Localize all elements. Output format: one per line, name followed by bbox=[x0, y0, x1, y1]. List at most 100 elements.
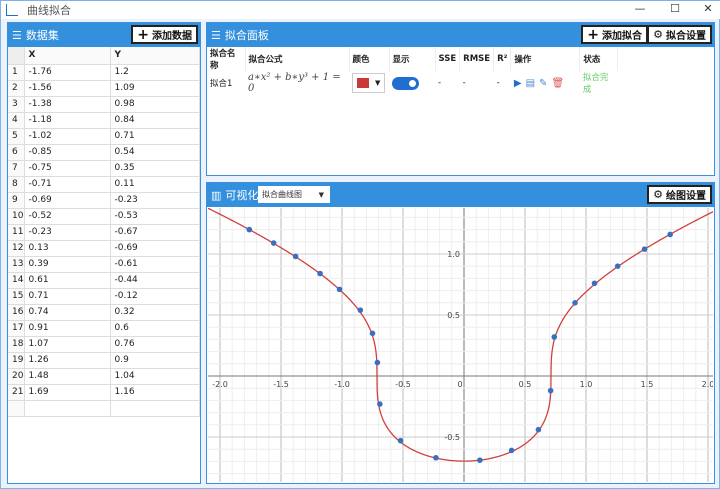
col-x[interactable]: X bbox=[24, 47, 111, 65]
table-row[interactable]: 14 0.61 -0.44 bbox=[8, 272, 200, 289]
cell-y[interactable]: 0.98 bbox=[110, 96, 200, 113]
visible-toggle[interactable] bbox=[392, 76, 419, 90]
cell-y[interactable]: -0.12 bbox=[110, 288, 200, 305]
cell-x[interactable]: 1.07 bbox=[24, 336, 111, 353]
viz-header: ▥ 可视化 拟合曲线图 ▼ ⚙ 绘图设置 bbox=[207, 183, 714, 207]
table-row[interactable]: 10 -0.52 -0.53 bbox=[8, 208, 200, 225]
fit-formula[interactable]: a∗x² + b∗y³ + 1 = 0 bbox=[248, 72, 341, 94]
cell-x[interactable]: 1.48 bbox=[24, 368, 111, 385]
cell-x[interactable]: -1.18 bbox=[24, 112, 111, 129]
table-row[interactable]: 21 1.69 1.16 bbox=[8, 384, 200, 401]
cell-x[interactable]: -0.71 bbox=[24, 176, 111, 193]
table-row[interactable]: 6 -0.85 0.54 bbox=[8, 144, 200, 161]
data-point bbox=[547, 387, 554, 394]
cell-y[interactable]: -0.69 bbox=[110, 240, 200, 257]
table-row[interactable]: 5 -1.02 0.71 bbox=[8, 128, 200, 145]
x-tick-label: 2.0 bbox=[702, 380, 713, 389]
clipboard-icon[interactable]: ▤ bbox=[525, 77, 540, 89]
table-row[interactable]: 4 -1.18 0.84 bbox=[8, 112, 200, 129]
table-row[interactable]: 3 -1.38 0.98 bbox=[8, 96, 200, 113]
data-point bbox=[292, 253, 299, 260]
cell-x[interactable]: 0.61 bbox=[24, 272, 111, 289]
cell-y[interactable]: 0.9 bbox=[110, 352, 200, 369]
row-number: 21 bbox=[8, 384, 25, 401]
cell-x[interactable]: -1.76 bbox=[24, 64, 111, 81]
cell-y[interactable]: 0.76 bbox=[110, 336, 200, 353]
corner-cell[interactable] bbox=[8, 47, 25, 65]
delete-icon[interactable]: 🗑 bbox=[551, 77, 569, 89]
fit-settings-button[interactable]: ⚙ 拟合设置 bbox=[647, 25, 712, 44]
table-row[interactable]: 8 -0.71 0.11 bbox=[8, 176, 200, 193]
cell-y[interactable]: 0.71 bbox=[110, 128, 200, 145]
gear-icon: ⚙ bbox=[653, 188, 663, 201]
empty-row[interactable] bbox=[8, 400, 200, 417]
data-point bbox=[336, 286, 343, 293]
table-row[interactable]: 16 0.74 0.32 bbox=[8, 304, 200, 321]
cell-y[interactable]: -0.67 bbox=[110, 224, 200, 241]
col-y[interactable]: Y bbox=[110, 47, 200, 65]
add-data-button[interactable]: + 添加数据 bbox=[131, 25, 198, 44]
plot-settings-button[interactable]: ⚙ 绘图设置 bbox=[647, 185, 712, 204]
cell-x[interactable]: -0.52 bbox=[24, 208, 111, 225]
data-point bbox=[508, 447, 515, 454]
cell-y[interactable]: -0.61 bbox=[110, 256, 200, 273]
cell-x[interactable]: 0.74 bbox=[24, 304, 111, 321]
cell-x[interactable]: -0.23 bbox=[24, 224, 111, 241]
table-row[interactable]: 2 -1.56 1.09 bbox=[8, 80, 200, 97]
table-row[interactable]: 19 1.26 0.9 bbox=[8, 352, 200, 369]
row-number: 10 bbox=[8, 208, 25, 225]
data-point bbox=[551, 334, 558, 340]
cell-y[interactable]: 0.35 bbox=[110, 160, 200, 177]
close-button[interactable]: ✕ bbox=[703, 2, 713, 15]
table-row[interactable]: 17 0.91 0.6 bbox=[8, 320, 200, 337]
cell-x[interactable]: 1.26 bbox=[24, 352, 111, 369]
cell-y[interactable]: 0.54 bbox=[110, 144, 200, 161]
col-visible: 显示 bbox=[389, 47, 436, 71]
maximize-button[interactable]: ☐ bbox=[670, 2, 680, 15]
cell-x[interactable]: 0.13 bbox=[24, 240, 111, 257]
fit-r2: - bbox=[496, 78, 500, 88]
cell-x[interactable]: 0.39 bbox=[24, 256, 111, 273]
table-row[interactable]: 1 -1.76 1.2 bbox=[8, 64, 200, 81]
cell-y[interactable]: 1.2 bbox=[110, 64, 200, 81]
color-picker[interactable]: ▼ bbox=[352, 73, 386, 93]
cell-x[interactable]: 0.71 bbox=[24, 288, 111, 305]
cell-x[interactable]: -0.85 bbox=[24, 144, 111, 161]
fit-row[interactable]: 拟合1 a∗x² + b∗y³ + 1 = 0 ▼ - - - ▶▤✎🗑 拟合完… bbox=[207, 71, 618, 95]
table-row[interactable]: 18 1.07 0.76 bbox=[8, 336, 200, 353]
add-fit-button[interactable]: + 添加拟合 bbox=[581, 25, 648, 44]
add-data-label: 添加数据 bbox=[152, 31, 192, 42]
table-row[interactable]: 15 0.71 -0.12 bbox=[8, 288, 200, 305]
cell-y[interactable]: -0.23 bbox=[110, 192, 200, 209]
cell-y[interactable]: 1.09 bbox=[110, 80, 200, 97]
cell-x[interactable]: -1.38 bbox=[24, 96, 111, 113]
fit-status: 拟合完成 bbox=[582, 73, 609, 95]
data-point bbox=[614, 263, 621, 269]
cell-y[interactable]: 0.11 bbox=[110, 176, 200, 193]
cell-y[interactable]: -0.53 bbox=[110, 208, 200, 225]
cell-x[interactable]: -1.02 bbox=[24, 128, 111, 145]
cell-x[interactable]: 0.91 bbox=[24, 320, 111, 337]
fit-chart[interactable]: -2.0 -1.5 -1.0 -0.5 0 0.5 1.0 1.5 2.0 -0.5 0.5 1.0 bbox=[208, 208, 713, 482]
cell-y[interactable]: 0.84 bbox=[110, 112, 200, 129]
cell-y[interactable]: 0.32 bbox=[110, 304, 200, 321]
cell-y[interactable]: 0.6 bbox=[110, 320, 200, 337]
data-point bbox=[369, 330, 376, 337]
table-row[interactable]: 11 -0.23 -0.67 bbox=[8, 224, 200, 241]
play-icon[interactable]: ▶ bbox=[513, 77, 526, 89]
table-row[interactable]: 9 -0.69 -0.23 bbox=[8, 192, 200, 209]
cell-x[interactable]: 1.69 bbox=[24, 384, 111, 401]
cell-x[interactable]: -0.75 bbox=[24, 160, 111, 177]
chart-type-select[interactable]: 拟合曲线图 ▼ bbox=[258, 186, 330, 203]
table-row[interactable]: 20 1.48 1.04 bbox=[8, 368, 200, 385]
minimize-button[interactable]: — bbox=[634, 2, 646, 15]
cell-y[interactable]: 1.04 bbox=[110, 368, 200, 385]
table-row[interactable]: 12 0.13 -0.69 bbox=[8, 240, 200, 257]
cell-x[interactable]: -0.69 bbox=[24, 192, 111, 209]
cell-y[interactable]: 1.16 bbox=[110, 384, 200, 401]
edit-icon[interactable]: ✎ bbox=[539, 77, 552, 89]
cell-x[interactable]: -1.56 bbox=[24, 80, 111, 97]
table-row[interactable]: 7 -0.75 0.35 bbox=[8, 160, 200, 177]
table-row[interactable]: 13 0.39 -0.61 bbox=[8, 256, 200, 273]
cell-y[interactable]: -0.44 bbox=[110, 272, 200, 289]
